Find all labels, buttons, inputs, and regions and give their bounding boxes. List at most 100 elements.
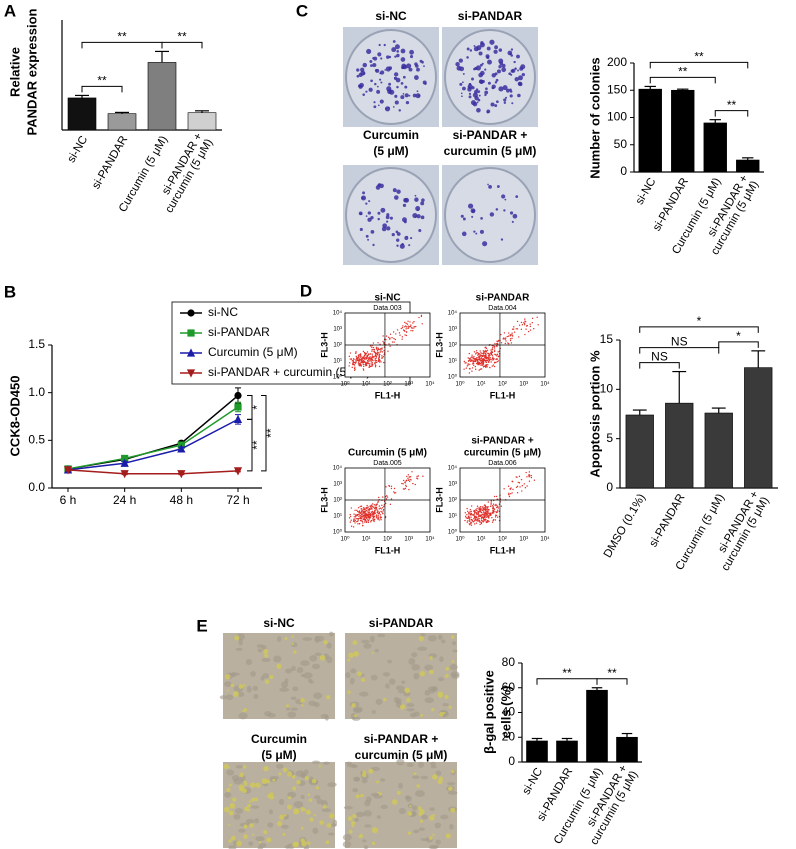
stained-cell <box>315 786 320 790</box>
y-tick-label: 0 <box>620 164 627 178</box>
cell <box>382 672 391 677</box>
colony <box>408 94 411 97</box>
bar <box>625 414 654 489</box>
event-dot <box>469 523 471 526</box>
event-dot <box>486 349 489 351</box>
stained-cell <box>243 824 248 829</box>
event-dot <box>363 512 365 515</box>
significance-bracket <box>81 41 163 49</box>
event-dot <box>374 364 377 367</box>
event-dot <box>473 514 475 517</box>
cell <box>309 655 318 662</box>
x-tick-label: 10⁰ <box>340 381 350 388</box>
cell <box>364 824 372 828</box>
event-dot <box>492 356 494 358</box>
y-tick-label: 10² <box>448 498 457 504</box>
y-tick-label: 10⁰ <box>448 374 458 381</box>
event-dot <box>385 335 388 337</box>
colony <box>416 90 419 93</box>
event-dot <box>472 359 474 362</box>
stained-cell <box>241 788 247 794</box>
event-dot <box>407 479 410 482</box>
event-dot <box>374 366 377 368</box>
event-dot <box>368 518 371 520</box>
point <box>234 403 242 411</box>
colony <box>456 65 462 71</box>
event-dot <box>372 516 375 519</box>
event-dot <box>530 474 532 477</box>
colony <box>394 44 400 50</box>
event-dot <box>486 366 488 368</box>
bar <box>703 122 727 173</box>
event-dot <box>357 506 360 509</box>
event-dot <box>411 471 413 473</box>
colony <box>460 92 463 95</box>
point <box>120 470 129 479</box>
event-dot <box>504 338 506 341</box>
stained-cell <box>277 666 280 669</box>
stained-cell <box>400 704 406 710</box>
event-dot <box>480 506 482 508</box>
error-bar <box>751 350 766 368</box>
event-dot <box>478 510 481 513</box>
y-tick-label: 200 <box>607 55 627 69</box>
event-dot <box>385 495 388 497</box>
event-dot <box>364 516 367 518</box>
event-dot <box>488 517 490 519</box>
stained-cell <box>318 765 322 768</box>
significance-bracket <box>714 110 749 117</box>
event-dot <box>464 512 467 514</box>
stained-cell <box>362 770 366 774</box>
colony <box>459 82 463 86</box>
event-dot <box>524 333 526 336</box>
event-dot <box>496 509 499 511</box>
event-dot <box>503 332 506 334</box>
event-dot <box>486 510 488 513</box>
event-dot <box>365 514 368 516</box>
cell <box>398 807 406 815</box>
event-dot <box>370 357 373 360</box>
colony <box>389 216 393 220</box>
cell <box>312 827 319 834</box>
stained-cell <box>239 772 245 778</box>
event-dot <box>410 324 412 326</box>
stained-cell <box>445 833 451 839</box>
colony <box>396 50 400 53</box>
event-dot <box>469 363 471 366</box>
stained-cell <box>351 703 356 708</box>
event-dot <box>536 316 538 319</box>
event-dot <box>533 328 535 330</box>
event-dot <box>506 335 508 338</box>
image-label: Curcumin <box>251 732 307 746</box>
event-dot <box>382 508 385 511</box>
event-dot <box>368 511 370 514</box>
plot-sample: Data.004 <box>488 305 517 312</box>
event-dot <box>482 514 485 516</box>
event-dot <box>378 354 380 357</box>
stained-cell <box>439 711 444 717</box>
event-dot <box>474 353 477 355</box>
stained-cell <box>445 666 450 671</box>
colony <box>377 52 382 57</box>
event-dot <box>463 360 466 363</box>
event-dot <box>478 358 480 361</box>
event-dot <box>474 509 476 512</box>
event-dot <box>368 356 370 359</box>
stained-cell <box>347 658 351 662</box>
cell <box>300 673 306 678</box>
cell <box>314 652 322 657</box>
event-dot <box>378 516 380 518</box>
stained-cell <box>291 775 296 779</box>
event-dot <box>529 329 532 331</box>
stained-cell <box>431 708 435 712</box>
event-dot <box>488 520 490 523</box>
event-dot <box>481 362 483 364</box>
colony <box>383 43 386 47</box>
cell <box>440 814 449 820</box>
event-dot <box>373 520 375 523</box>
cell <box>311 760 321 765</box>
event-dot <box>408 488 410 491</box>
stained-cell <box>319 654 326 661</box>
y-tick-label: 10¹ <box>448 359 457 365</box>
event-dot <box>361 513 363 515</box>
